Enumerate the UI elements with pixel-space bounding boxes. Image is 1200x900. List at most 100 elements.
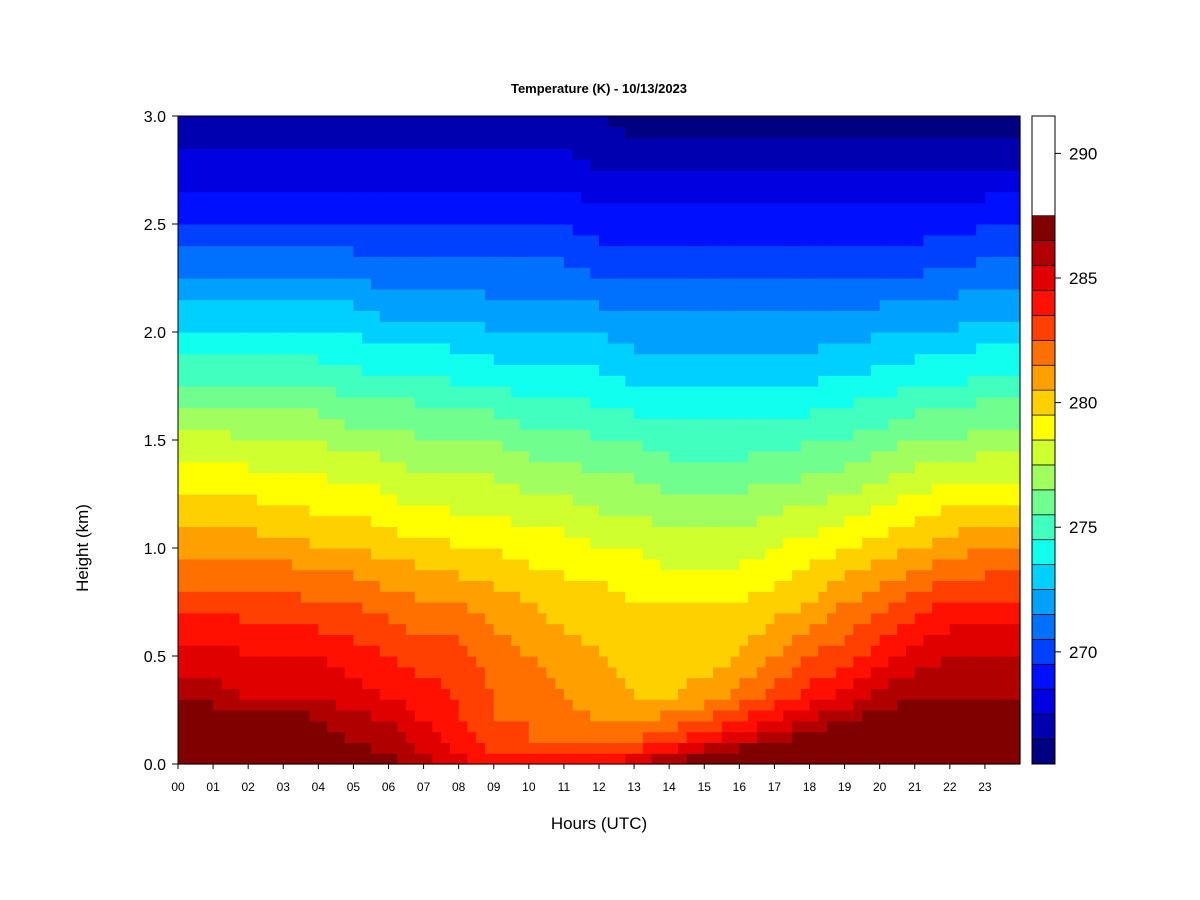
heatmap-cell [230,602,240,614]
heatmap-cell [616,440,626,452]
heatmap-cell [186,450,197,463]
heatmap-cell [827,526,837,538]
heatmap-cell [230,710,240,722]
heatmap-cell [476,742,486,754]
heatmap-cell [520,332,530,344]
heatmap-cell [739,591,749,603]
heatmap-cell [818,483,828,495]
heatmap-cell [370,191,381,203]
heatmap-cell [292,677,302,689]
heatmap-cell [414,375,425,387]
heatmap-cell [844,321,854,333]
heatmap-cell [888,170,898,182]
heatmap-cell [441,580,451,592]
heatmap-cell [809,321,819,333]
heatmap-cell [669,245,679,257]
heatmap-cell [713,569,723,581]
heatmap-cell [449,180,460,193]
heatmap-cell [423,753,433,765]
heatmap-cell [432,148,442,160]
heatmap-cell [230,299,240,311]
heatmap-cell [344,213,355,225]
heatmap-cell [827,342,837,355]
heatmap-cell [765,450,776,463]
heatmap-cell [879,656,890,668]
heatmap-cell [511,666,521,679]
heatmap-cell [292,461,302,473]
heatmap-cell [695,656,705,668]
heatmap-cell [414,299,425,311]
heatmap-cell [423,742,433,754]
heatmap-cell [599,440,609,452]
heatmap-cell [502,256,512,268]
heatmap-cell [449,710,460,722]
heatmap-cell [309,278,319,290]
heatmap-cell [730,224,740,236]
heatmap-cell [686,720,697,733]
heatmap-cell [669,699,679,711]
heatmap-cell [581,332,591,344]
heatmap-cell [634,267,644,279]
heatmap-cell [599,569,609,581]
heatmap-cell [590,450,600,463]
heatmap-cell [186,375,197,387]
heatmap-cell [502,364,512,376]
heatmap-cell [888,256,898,268]
heatmap-cell [344,450,355,463]
heatmap-cell [862,170,872,182]
heatmap-cell [309,526,319,538]
heatmap-cell [309,396,319,409]
heatmap-cell [809,396,819,409]
heatmap-cell [432,537,442,549]
heatmap-cell [827,645,837,657]
heatmap-cell [800,148,811,160]
heatmap-cell [406,526,416,538]
heatmap-cell [467,342,477,355]
heatmap-cell [572,558,583,571]
heatmap-cell [616,299,626,311]
heatmap-cell [511,364,521,376]
heatmap-cell [590,440,600,452]
heatmap-cell [713,753,723,765]
heatmap-cell [300,710,311,722]
heatmap-cell [774,515,784,527]
heatmap-cell [300,483,311,495]
heatmap-cell [888,429,898,441]
heatmap-cell [204,159,214,171]
heatmap-cell [783,612,793,625]
heatmap-cell [528,159,539,171]
heatmap-cell [239,515,249,527]
heatmap-cell [599,472,609,484]
heatmap-cell [283,375,293,387]
heatmap-cell [748,288,758,301]
heatmap-cell [599,288,609,301]
heatmap-cell [335,623,346,635]
heatmap-cell [590,580,600,592]
heatmap-cell [879,461,890,473]
heatmap-cell [818,666,828,679]
heatmap-cell [379,483,390,495]
heatmap-cell [414,461,425,473]
heatmap-cell [756,710,767,722]
heatmap-cell [178,353,188,365]
heatmap-cell [756,159,767,171]
heatmap-cell [870,688,881,700]
heatmap-cell [818,386,828,398]
heatmap-cell [493,731,504,743]
heatmap-cell [239,472,249,484]
heatmap-cell [704,407,714,419]
heatmap-cell [195,202,205,214]
heatmap-cell [590,375,600,387]
heatmap-cell [467,386,477,398]
heatmap-cell [853,126,863,139]
heatmap-cell [397,364,407,376]
heatmap-cell [625,591,635,603]
heatmap-cell [195,450,205,463]
heatmap-cell [748,137,758,149]
heatmap-cell [502,461,512,473]
heatmap-cell [599,332,609,344]
heatmap-cell [441,710,451,722]
heatmap-cell [642,526,653,538]
heatmap-cell [765,299,776,311]
heatmap-cell [800,688,811,700]
